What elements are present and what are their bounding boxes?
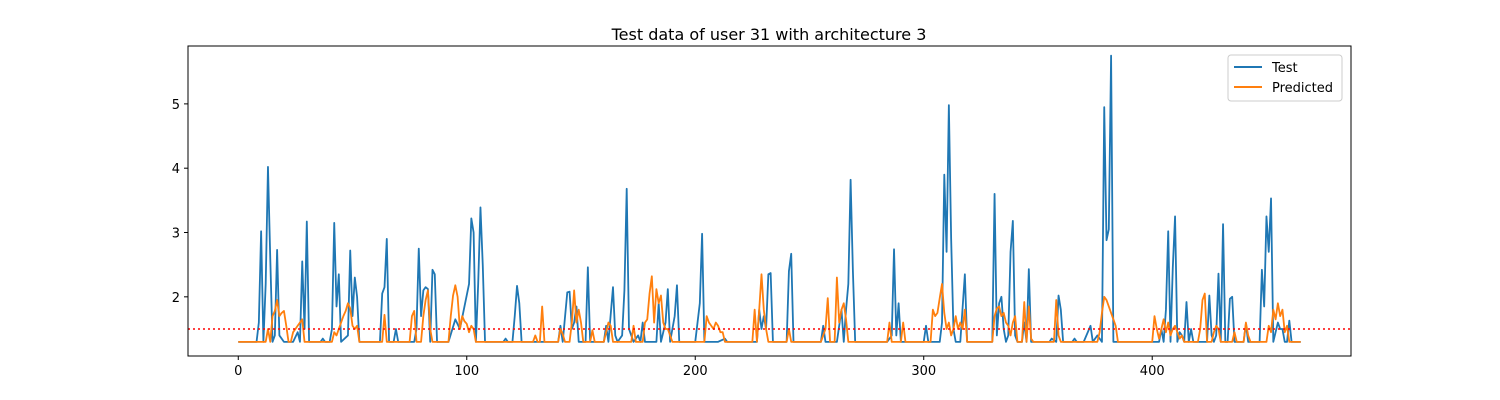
axis-ticks: 0 100 200 300 400 2 3 4 5 [172,98,1165,379]
series-line-predicted [238,273,1301,343]
x-tick-label: 100 [454,364,479,379]
y-tick-label: 3 [172,227,180,242]
chart-title: Test data of user 31 with architecture 3 [611,25,927,44]
x-tick-label: 300 [911,364,936,379]
y-tick-label: 2 [172,291,180,306]
y-tick-label: 5 [172,98,180,113]
legend: Test Predicted [1227,54,1343,102]
x-tick-label: 400 [1140,364,1165,379]
x-tick-label: 0 [234,364,242,379]
legend-label-predicted: Predicted [1272,81,1333,96]
series-lines [238,54,1301,343]
legend-label-test: Test [1271,61,1298,76]
x-tick-label: 200 [683,364,708,379]
y-tick-label: 4 [172,162,180,177]
plot-area-frame [187,45,1352,357]
